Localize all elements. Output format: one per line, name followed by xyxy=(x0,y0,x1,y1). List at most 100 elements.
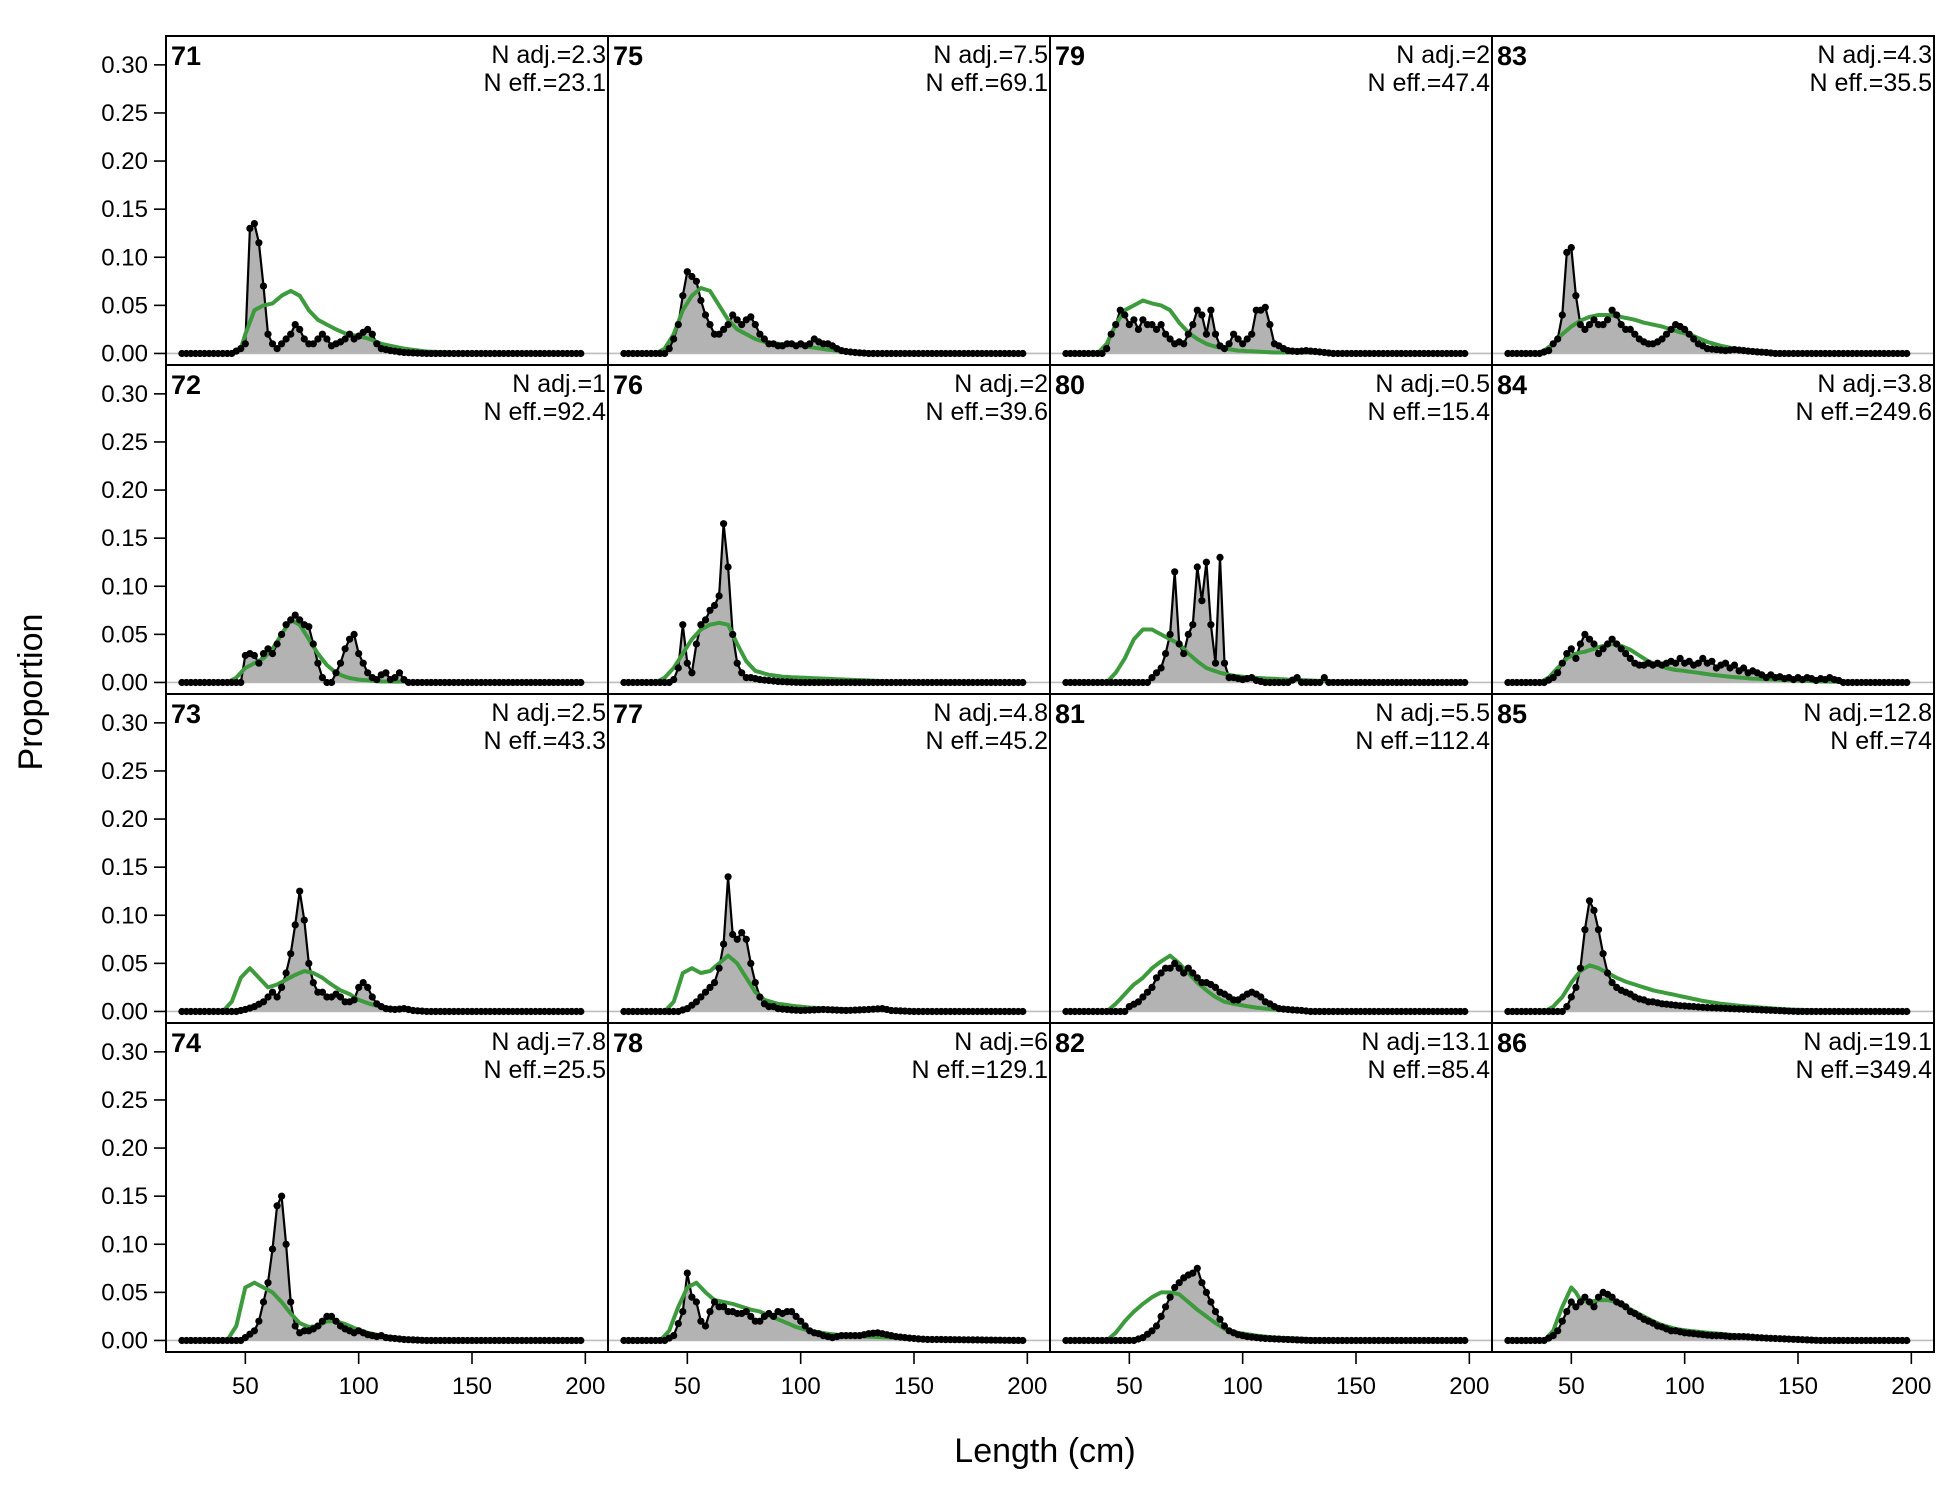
observed-point xyxy=(273,345,281,353)
observed-point xyxy=(1590,640,1598,648)
observed-point xyxy=(1576,1298,1584,1306)
observed-point xyxy=(1171,568,1179,576)
observed-point xyxy=(1567,645,1575,653)
panel-n-eff: N eff.=25.5 xyxy=(483,1056,606,1084)
panel-n-eff: N eff.=349.4 xyxy=(1796,1056,1933,1084)
panel-label: 85 xyxy=(1497,699,1527,729)
observed-point xyxy=(1581,630,1589,639)
observed-point xyxy=(287,1298,295,1306)
observed-point xyxy=(683,268,691,276)
observed-point xyxy=(670,335,678,343)
observed-point xyxy=(1180,340,1188,348)
observed-point xyxy=(368,993,376,1001)
observed-point xyxy=(1631,330,1639,338)
observed-point xyxy=(1563,1003,1571,1011)
observed-point xyxy=(715,592,723,600)
observed-point xyxy=(332,669,340,677)
observed-point xyxy=(1211,659,1220,667)
observed-point xyxy=(314,659,322,667)
observed-point xyxy=(738,321,746,329)
observed-point xyxy=(296,325,304,333)
observed-point xyxy=(255,659,263,667)
observed-point xyxy=(1594,650,1603,658)
x-tick-label: 150 xyxy=(1336,1373,1376,1400)
x-tick-label: 50 xyxy=(232,1373,259,1400)
observed-point xyxy=(1130,316,1138,324)
observed-point xyxy=(364,325,372,333)
observed-point xyxy=(1563,248,1571,256)
observed-point xyxy=(327,678,336,687)
observed-point xyxy=(1549,340,1557,348)
observed-point xyxy=(355,650,363,658)
observed-point xyxy=(287,616,295,624)
observed-point xyxy=(679,1308,687,1316)
observed-point xyxy=(1658,335,1666,343)
observed-point xyxy=(287,950,295,958)
y-tick-label: 0.15 xyxy=(101,1183,148,1210)
observed-point xyxy=(336,659,345,667)
observed-point xyxy=(341,335,349,343)
panel-77: 77 N adj.=4.8N eff.=45.2 xyxy=(607,693,1051,1024)
observed-point xyxy=(1681,325,1689,333)
observed-point xyxy=(309,979,317,987)
observed-point xyxy=(346,635,354,643)
panel-n-eff: N eff.=74 xyxy=(1830,727,1932,755)
observed-point xyxy=(724,873,732,881)
panel-label: 73 xyxy=(171,699,201,729)
observed-point xyxy=(1554,669,1562,677)
panel-74: 74 N adj.=7.8N eff.=25.5 xyxy=(165,1022,609,1353)
observed-point xyxy=(688,272,696,281)
observed-point xyxy=(701,616,710,624)
observed-point xyxy=(1152,1322,1161,1330)
y-axis-title: Proportion xyxy=(12,614,50,771)
observed-point xyxy=(1613,311,1621,319)
observed-points xyxy=(178,887,585,1016)
y-tick-label: 0.30 xyxy=(101,710,148,737)
axes-layer: 0.00 0.05 0.10 0.15 0.20 0.25 0.30 0.00 0.05 0.10… xyxy=(101,52,1931,1400)
panel-n-eff: N eff.=92.4 xyxy=(483,398,606,426)
x-axis-title: Length (cm) xyxy=(954,1432,1135,1470)
panel-label: 80 xyxy=(1055,370,1085,400)
observed-point xyxy=(1257,993,1265,1001)
observed-point xyxy=(697,621,705,629)
observed-point xyxy=(1175,640,1183,648)
observed-point xyxy=(1590,316,1598,324)
observed-point xyxy=(792,1312,800,1320)
panel-n-adj: N adj.=12.8 xyxy=(1803,699,1932,727)
panel-n-adj: N adj.=7.5 xyxy=(933,41,1048,69)
x-tick-label: 150 xyxy=(894,1373,934,1400)
observed-point xyxy=(720,1303,728,1311)
observed-points xyxy=(1062,553,1469,687)
observed-point xyxy=(1554,1327,1562,1335)
observed-point xyxy=(1216,553,1224,562)
observed-points xyxy=(178,1192,585,1345)
panel-n-adj: N adj.=2 xyxy=(954,370,1048,398)
observed-point xyxy=(1676,654,1684,663)
x-tick-label: 50 xyxy=(1558,1373,1585,1400)
observed-point xyxy=(1202,330,1210,338)
observed-point xyxy=(1152,325,1161,333)
observed-point xyxy=(268,340,277,348)
observed-point xyxy=(309,340,317,348)
observed-point xyxy=(1576,640,1584,648)
observed-point xyxy=(1599,321,1607,329)
observed-points xyxy=(1062,959,1469,1016)
observed-point xyxy=(733,659,741,667)
observed-point xyxy=(1148,674,1156,682)
y-tick-label: 0.30 xyxy=(101,381,148,408)
observed-point xyxy=(1608,1293,1616,1301)
observed-point xyxy=(1121,311,1129,319)
observed-point xyxy=(1572,1303,1580,1311)
observed-point xyxy=(368,330,376,338)
observed-point xyxy=(1572,654,1580,663)
observed-point xyxy=(733,935,741,943)
panel-80: 80 N adj.=0.5N eff.=15.4 xyxy=(1049,364,1493,695)
observed-point xyxy=(268,650,277,658)
y-tick-label: 0.25 xyxy=(101,429,148,456)
observed-point xyxy=(1243,335,1251,343)
observed-point xyxy=(679,621,687,629)
observed-points xyxy=(620,1269,1027,1345)
observed-point xyxy=(1207,1298,1215,1306)
observed-point xyxy=(278,630,286,639)
observed-point xyxy=(710,601,719,610)
